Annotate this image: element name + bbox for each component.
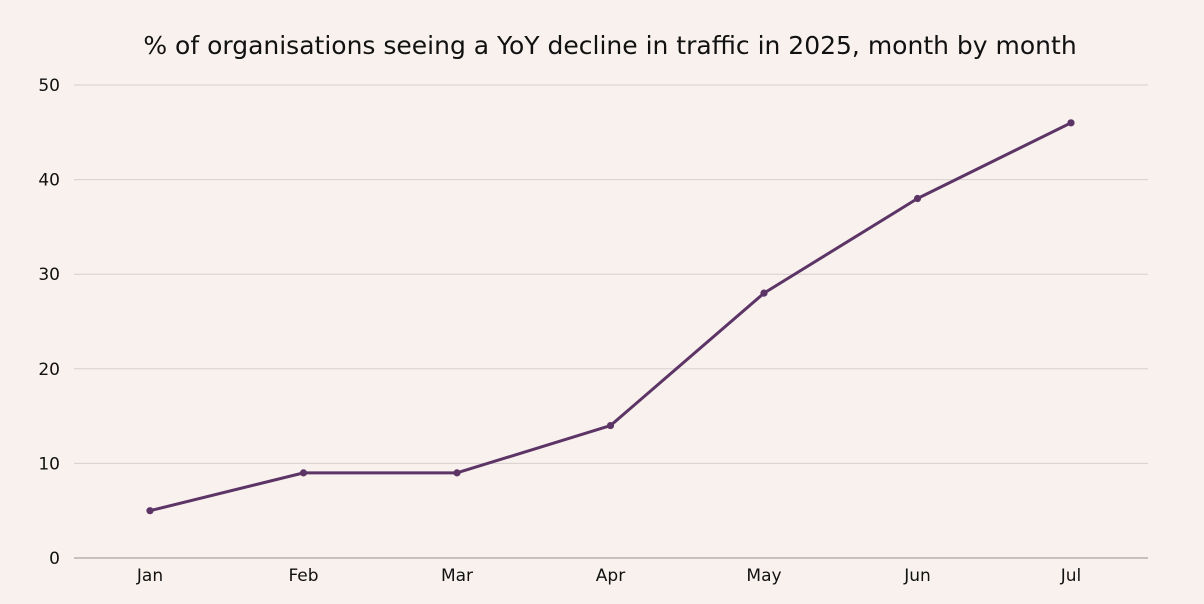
data-point-apr <box>606 421 615 430</box>
data-point-jun <box>913 194 922 203</box>
series <box>146 119 1075 515</box>
data-point-may <box>760 289 768 297</box>
x-tick-label-mar: Mar <box>441 566 473 586</box>
data-point-jul <box>1067 119 1075 127</box>
data-point-mar <box>453 469 461 477</box>
chart-title: % of organisations seeing a YoY decline … <box>143 31 1076 60</box>
x-tick-label-apr: Apr <box>596 566 625 586</box>
y-tick-label-40: 40 <box>38 171 60 191</box>
y-tick-label-0: 0 <box>49 549 60 569</box>
gridlines <box>74 84 1148 559</box>
y-tick-label-20: 20 <box>38 360 60 380</box>
data-point-feb <box>299 469 308 477</box>
x-tick-label-may: May <box>746 566 781 586</box>
data-point-jan <box>146 507 154 515</box>
x-tick-label-jun: Jun <box>903 566 931 586</box>
x-axis-ticks: Jan Feb Mar Apr May Jun Jul <box>136 566 1081 586</box>
x-tick-label-feb: Feb <box>288 566 318 586</box>
y-tick-label-30: 30 <box>38 265 60 285</box>
y-tick-label-10: 10 <box>38 454 60 474</box>
y-tick-label-50: 50 <box>38 76 60 96</box>
x-tick-label-jul: Jul <box>1060 566 1082 586</box>
x-tick-label-jan: Jan <box>136 566 163 586</box>
y-axis-ticks: 0 10 20 30 40 50 <box>38 76 60 569</box>
